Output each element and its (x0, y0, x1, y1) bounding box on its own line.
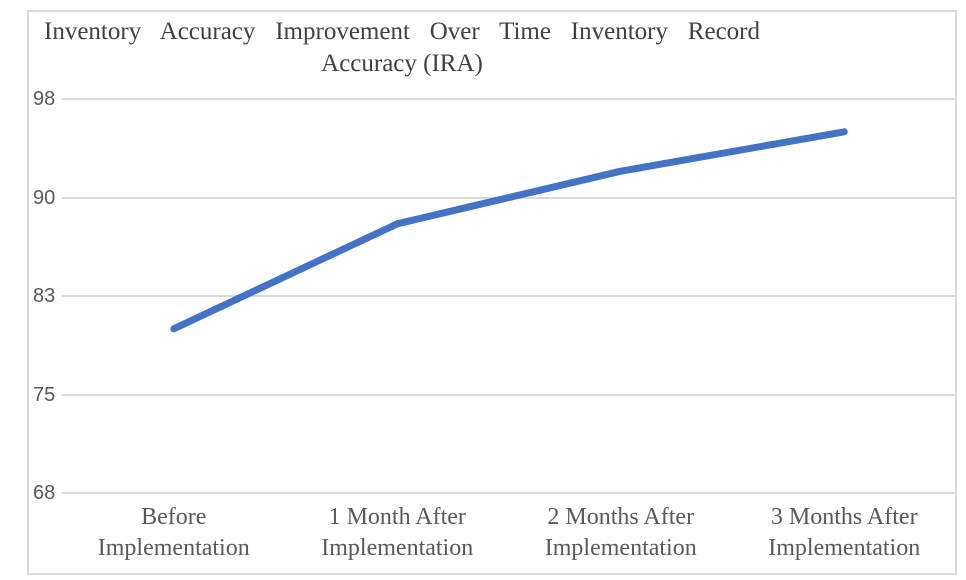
x-axis-label-line: 2 Months After (547, 504, 695, 530)
x-axis-label-line: Implementation (544, 535, 697, 561)
chart-title: Inventory Accuracy Improvement Over Time… (44, 16, 760, 80)
gridline (62, 393, 956, 396)
gridline (62, 492, 956, 494)
x-axis-label-line: Implementation (768, 535, 921, 561)
gridline (62, 196, 956, 199)
x-axis-label-line: Implementation (97, 535, 250, 561)
x-axis-label-line: 3 Months After (770, 504, 918, 530)
x-axis-category-label: Before Implementation (64, 502, 284, 564)
y-axis-tick-label: 68 (33, 482, 56, 504)
x-axis-label-line: 1 Month After (328, 504, 466, 530)
y-axis-tick-label: 75 (33, 383, 56, 406)
x-axis-category-label: 1 Month After Implementation (287, 502, 507, 564)
x-axis-category-label: 2 Months After Implementation (511, 502, 731, 564)
gridline (62, 295, 956, 297)
chart-title-line2: Accuracy (IRA) (321, 50, 483, 77)
x-axis-label-line: Implementation (321, 535, 474, 561)
chart-border (27, 10, 957, 575)
gridline (62, 98, 956, 100)
chart-title-line1: Inventory Accuracy Improvement Over Time… (44, 18, 760, 45)
x-axis-label-line: Before (141, 504, 207, 530)
y-axis-tick-label: 83 (33, 285, 56, 307)
y-axis-tick-label: 90 (33, 186, 56, 209)
x-axis-category-label: 3 Months After Implementation (734, 502, 954, 564)
y-axis-tick-label: 98 (33, 88, 56, 110)
